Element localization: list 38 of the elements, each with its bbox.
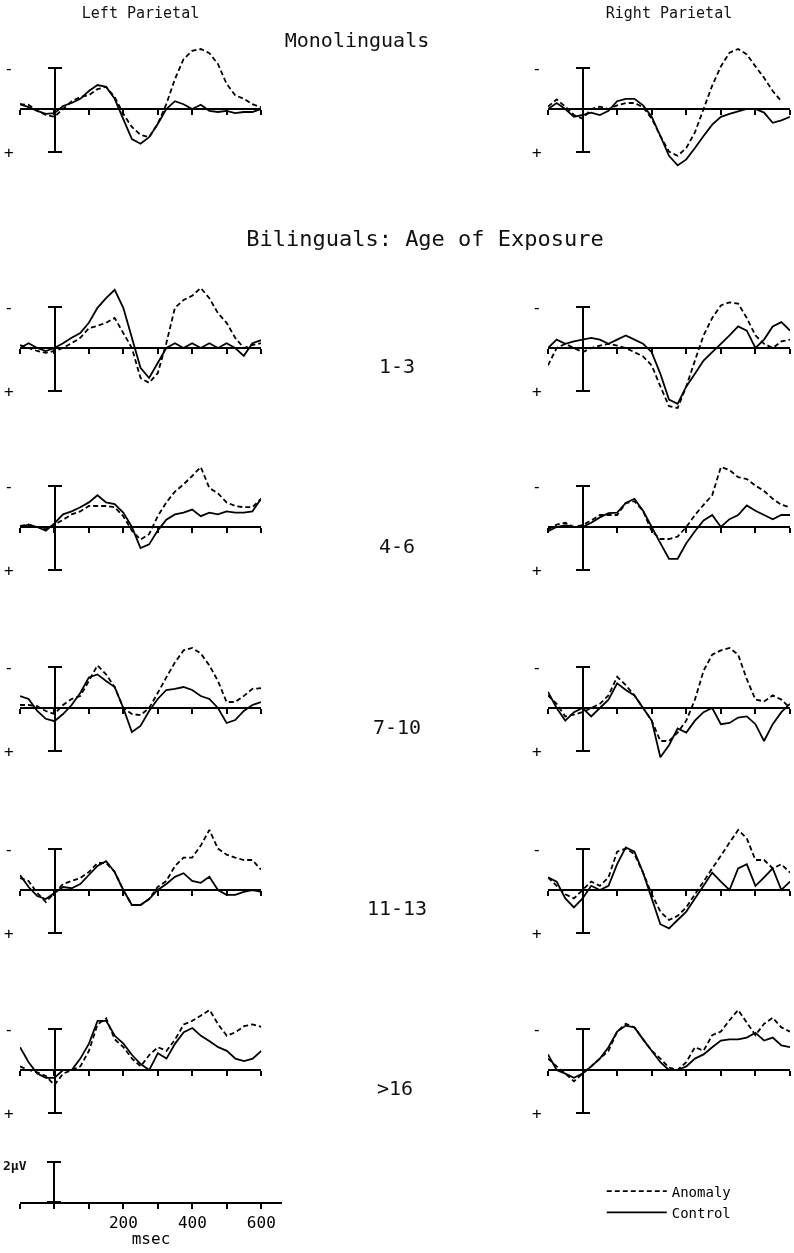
x-tick-label: 400: [177, 1213, 207, 1233]
text: 2μV: [3, 1158, 27, 1173]
text: +: [532, 742, 542, 761]
text: -: [532, 298, 542, 317]
text: +: [4, 1104, 14, 1123]
text: 7-10: [372, 715, 422, 739]
text: -: [532, 1020, 542, 1039]
text: -: [532, 477, 542, 496]
text: +: [532, 143, 542, 162]
text: +: [4, 924, 14, 943]
text: >16: [376, 1076, 414, 1100]
text: +: [532, 561, 542, 580]
text: -: [4, 658, 14, 677]
text: +: [4, 742, 14, 761]
x-tick-label: 600: [246, 1213, 276, 1233]
text: -: [532, 840, 542, 859]
text: 1-3: [378, 354, 416, 378]
text: +: [4, 561, 14, 580]
text: Bilinguals: Age of Exposure: [246, 226, 604, 251]
text: 4-6: [378, 534, 416, 558]
text: Monolinguals: [284, 28, 430, 52]
text: +: [4, 382, 14, 401]
chart-title: Left Parietal: [81, 4, 200, 22]
text: -: [4, 59, 14, 78]
text: -: [4, 840, 14, 859]
text: -: [532, 658, 542, 677]
text: -: [4, 477, 14, 496]
text: -: [4, 298, 14, 317]
text: -: [532, 59, 542, 78]
legend-label: Anomaly: [671, 1183, 731, 1200]
legend-label: Control: [671, 1204, 731, 1221]
text: +: [4, 143, 14, 162]
text: +: [532, 382, 542, 401]
text: +: [532, 924, 542, 943]
chart-title: Right Parietal: [605, 4, 733, 22]
text: -: [4, 1020, 14, 1039]
text: +: [532, 1104, 542, 1123]
text: 11-13: [366, 896, 428, 920]
